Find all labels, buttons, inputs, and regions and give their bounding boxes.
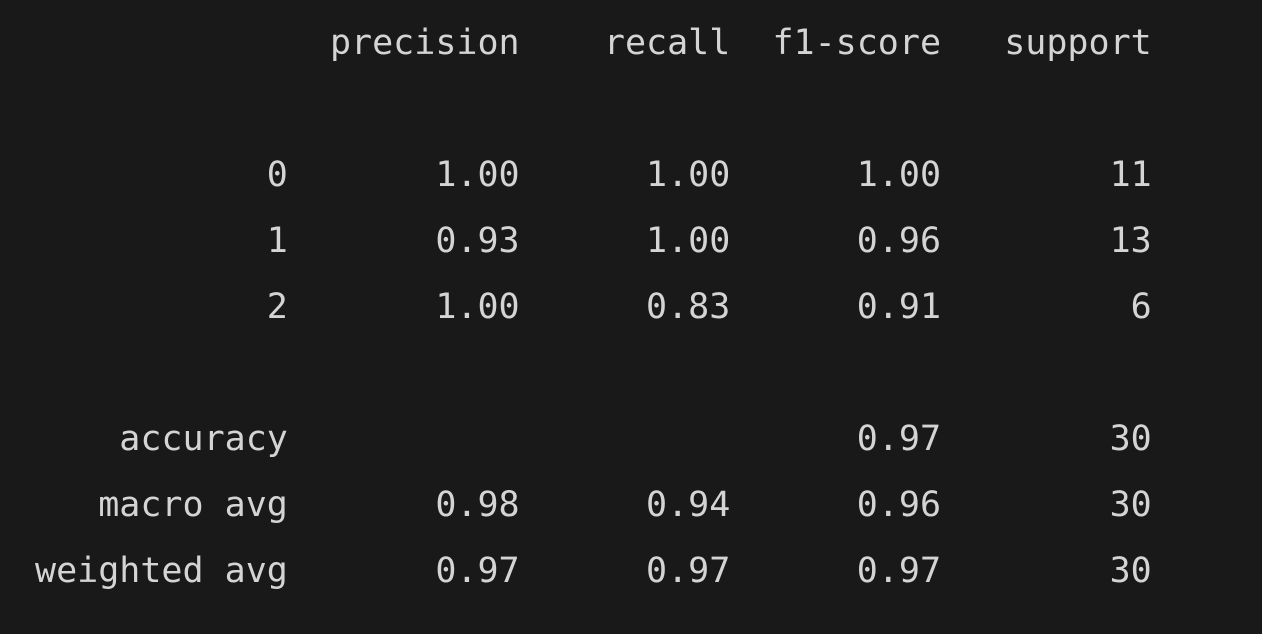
header-support: support	[1004, 23, 1152, 63]
table-row: macro avg 0.98 0.94 0.96 30	[35, 472, 1152, 538]
f1-score-value: 0.96	[856, 221, 942, 261]
row-label: 0	[266, 155, 288, 195]
precision-value: 1.00	[435, 287, 520, 327]
table-row: accuracy 0.97 30	[35, 406, 1152, 472]
spacer	[288, 406, 309, 472]
header-recall: recall	[603, 23, 731, 63]
header-blank	[35, 10, 288, 76]
precision-value: 1.00	[435, 155, 520, 195]
precision-value	[309, 406, 520, 472]
support-value: 11	[1109, 155, 1152, 195]
precision-value: 0.98	[435, 485, 520, 525]
support-value: 13	[1109, 221, 1152, 261]
recall-value: 1.00	[646, 221, 731, 261]
recall-value: 0.97	[646, 551, 731, 591]
precision-value: 0.97	[435, 551, 520, 591]
spacer	[288, 208, 309, 274]
support-value: 30	[1109, 551, 1152, 591]
support-value: 30	[1109, 485, 1152, 525]
f1-score-value: 0.96	[856, 485, 942, 525]
f1-score-value: 1.00	[856, 155, 942, 195]
table-row: 0 1.00 1.00 1.00 11	[35, 142, 1152, 208]
table-row: weighted avg 0.97 0.97 0.97 30	[35, 538, 1152, 604]
table-row: 2 1.00 0.83 0.91 6	[35, 274, 1152, 340]
table-row: 1 0.93 1.00 0.96 13	[35, 208, 1152, 274]
recall-value	[520, 406, 731, 472]
support-value: 6	[1130, 287, 1152, 327]
spacer	[288, 142, 309, 208]
recall-value: 0.83	[646, 287, 731, 327]
f1-score-value: 0.91	[856, 287, 942, 327]
precision-value: 0.93	[435, 221, 520, 261]
row-label: macro avg	[98, 485, 288, 525]
f1-score-value: 0.97	[856, 419, 942, 459]
row-label: 2	[266, 287, 288, 327]
header-f1-score: f1-score	[772, 23, 942, 63]
header-precision: precision	[329, 23, 520, 63]
recall-value: 0.94	[646, 485, 731, 525]
spacer	[288, 538, 309, 604]
recall-value: 1.00	[646, 155, 731, 195]
spacer	[288, 472, 309, 538]
support-value: 30	[1109, 419, 1152, 459]
row-label: 1	[266, 221, 288, 261]
f1-score-value: 0.97	[856, 551, 942, 591]
row-label: weighted avg	[35, 551, 288, 591]
row-label: accuracy	[119, 419, 288, 459]
spacer	[288, 274, 309, 340]
spacer	[288, 10, 309, 76]
header-row: precision recall f1-score support	[35, 10, 1152, 76]
